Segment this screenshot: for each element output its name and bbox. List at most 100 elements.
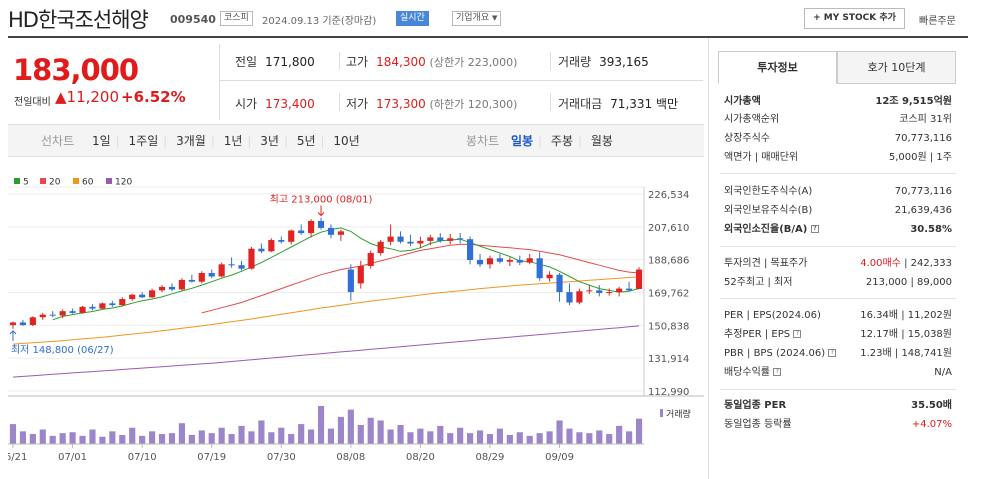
- volume-bar: [278, 427, 285, 444]
- y-tick-label: 188,686: [648, 256, 689, 267]
- candle-body: [149, 290, 156, 298]
- volume-label: 거래량: [558, 55, 592, 69]
- volume-bar: [536, 433, 543, 444]
- company-overview-label: 기업개요: [456, 13, 490, 23]
- volume-bar: [496, 428, 503, 444]
- candle-body: [89, 306, 96, 309]
- candle-body: [367, 253, 374, 267]
- volume-bar: [208, 433, 215, 444]
- x-tick-label: 08/20: [406, 452, 435, 463]
- per-label[interactable]: PER | EPS(2024.06): [724, 310, 821, 321]
- quote-amount: 거래대금 71,331 백만: [558, 95, 678, 112]
- tab-daily[interactable]: 일봉: [510, 134, 534, 148]
- help-icon[interactable]: ?: [810, 225, 819, 233]
- y-tick-label: 226,534: [648, 190, 689, 201]
- current-price: 183,000: [13, 53, 139, 87]
- candle-body: [516, 259, 523, 263]
- listed-label: 상장주식수: [724, 133, 770, 144]
- open-label: 시가: [235, 97, 258, 111]
- legend-swatch: [40, 178, 46, 184]
- volume-bar: [635, 418, 643, 444]
- help-icon[interactable]: ?: [773, 368, 782, 376]
- volume-bar: [606, 434, 613, 444]
- volume-bar: [347, 409, 354, 444]
- legend-label: 20: [49, 178, 61, 188]
- low-annotation: 최저 148,800 (06/27): [11, 344, 114, 356]
- volume-bar: [586, 433, 593, 444]
- volume-bar: [357, 425, 364, 444]
- volume-bar: [447, 433, 454, 444]
- volume-bar: [178, 423, 185, 444]
- volume-bar: [129, 427, 136, 444]
- mcap-label: 시가총액: [724, 96, 761, 107]
- x-tick-label: 07/10: [128, 452, 157, 463]
- price-change-pct: +6.52%: [121, 88, 186, 106]
- mcap-rank-value: 코스피 31위: [899, 114, 952, 125]
- volume-bar: [298, 424, 305, 444]
- panel-divider: [708, 38, 709, 479]
- candle-body: [9, 322, 17, 326]
- row-foreign-limit: 외국인한도주식수(A) 70,773,116: [724, 183, 952, 200]
- tab-hoga-10[interactable]: 호가 10단계: [837, 51, 956, 84]
- ind-per-label[interactable]: 동일업종 PER: [724, 400, 787, 411]
- help-icon[interactable]: ?: [793, 330, 802, 338]
- chart-tab-bar: [8, 124, 704, 157]
- volume-bar: [387, 429, 394, 444]
- tab-3m[interactable]: 3개월: [176, 134, 206, 148]
- row-52w: 52주최고 | 최저 213,000 | 89,000: [724, 274, 952, 291]
- volume-bar: [397, 425, 404, 444]
- line-chart-tab[interactable]: 선차트: [41, 134, 75, 148]
- high-value: 184,300: [376, 55, 426, 69]
- candle-body: [606, 292, 613, 294]
- candle-body: [158, 286, 166, 291]
- tab-1d[interactable]: 1일: [91, 134, 111, 148]
- volume-bar: [437, 425, 444, 444]
- price-chart[interactable]: 5 20 60 120 226,534 207,610 188,686 169,762 150…: [8, 170, 704, 470]
- candle-chart-tab[interactable]: 봉차트: [466, 134, 500, 148]
- my-stock-add-button[interactable]: + MY STOCK 추가: [804, 8, 905, 29]
- div-value: N/A: [934, 367, 952, 378]
- help-icon[interactable]: ?: [828, 349, 837, 357]
- volume-bar: [29, 434, 36, 444]
- ma120-line: [12, 325, 640, 378]
- tab-weekly[interactable]: 주봉: [550, 134, 574, 148]
- volume-bar: [486, 434, 494, 444]
- tab-5y[interactable]: 5년: [296, 134, 316, 148]
- candle-body: [337, 231, 344, 235]
- divider: [550, 93, 551, 111]
- tab-1y[interactable]: 1년: [223, 134, 243, 148]
- candle-body: [427, 237, 434, 241]
- candle-body: [69, 311, 76, 313]
- tab-3y[interactable]: 3년: [260, 134, 279, 148]
- candle-body: [119, 299, 126, 306]
- candle-body: [596, 290, 603, 293]
- tab-monthly[interactable]: 월봉: [590, 134, 613, 148]
- tab-1w[interactable]: 1주일: [128, 134, 159, 148]
- tab-invest-info[interactable]: 투자정보: [718, 51, 837, 84]
- volume-bar: [546, 431, 553, 444]
- candle-body: [278, 240, 285, 242]
- mcap-rank-label[interactable]: 시가총액순위: [724, 114, 780, 125]
- candle-body: [536, 258, 543, 279]
- divider: [339, 52, 340, 70]
- candle-body: [506, 259, 513, 262]
- ind-rate-label[interactable]: 동일업종 등락률: [724, 419, 792, 430]
- tab-10y[interactable]: 10년: [333, 134, 360, 148]
- per-value: 16.34배 | 11,202원: [860, 310, 952, 321]
- target-price: 242,333: [910, 258, 952, 269]
- row-est-per: 추정PER | EPS ? 12.17배 | 15,038원: [724, 326, 952, 343]
- quick-order-button[interactable]: 빠른주문: [919, 16, 956, 27]
- candle-body: [417, 240, 424, 244]
- realtime-badge[interactable]: 실시간: [396, 11, 429, 26]
- quote-volume: 거래량 393,165: [558, 53, 649, 70]
- company-overview-dropdown[interactable]: 기업개요 ▼: [452, 11, 502, 26]
- market-badge: 코스피: [220, 11, 253, 26]
- candle-body: [317, 220, 325, 228]
- face-label: 액면가 | 매매단위: [724, 152, 799, 163]
- divider: [720, 246, 956, 247]
- volume-value: 393,165: [599, 55, 649, 69]
- legend-swatch: [14, 178, 20, 184]
- candle-body: [556, 274, 563, 293]
- candle-body: [347, 269, 354, 293]
- volume-legend-label: 거래량: [666, 408, 691, 420]
